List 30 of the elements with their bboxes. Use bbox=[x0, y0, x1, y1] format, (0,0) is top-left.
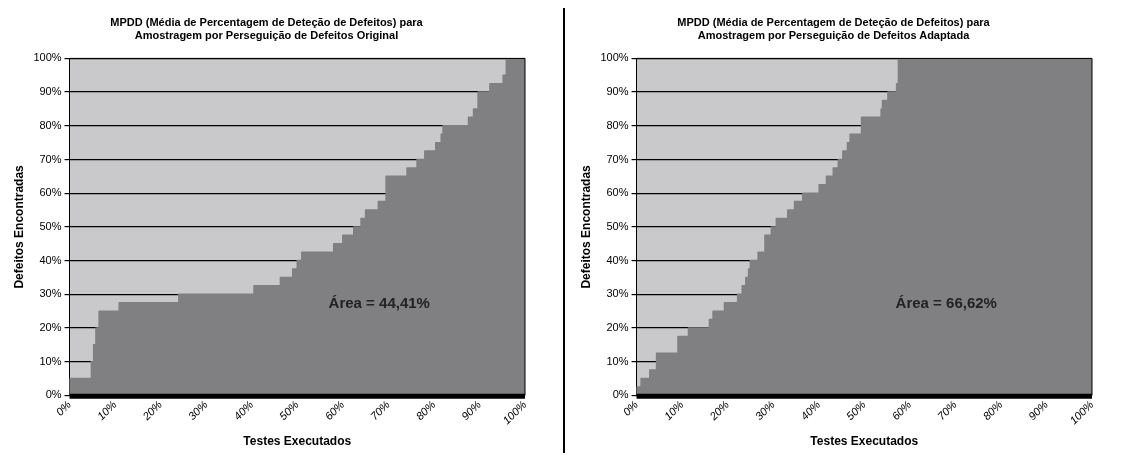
x-axis-title: Testes Executados bbox=[243, 434, 352, 449]
y-tick-label: 70% bbox=[606, 152, 629, 165]
y-tick-label: 100% bbox=[600, 51, 629, 64]
y-tick-label: 40% bbox=[39, 253, 62, 266]
y-tick-label: 70% bbox=[39, 152, 62, 165]
annotation: Área = 66,62% bbox=[895, 293, 997, 311]
y-tick-label: 50% bbox=[39, 219, 62, 232]
y-tick-label: 20% bbox=[606, 321, 629, 334]
x-axis-title: Testes Executados bbox=[810, 434, 919, 449]
chart-title: MPDD (Média de Percentagem de Deteção de Defeitos) para Amostragem por Perseguição de Defeitos Adaptada bbox=[677, 15, 991, 41]
chart-title: MPDD (Média de Percentagem de Deteção de Defeitos) para Amostragem por Perseguição de Defeitos Original bbox=[110, 15, 424, 41]
y-tick-label: 30% bbox=[39, 287, 62, 300]
y-tick-label: 80% bbox=[606, 118, 629, 131]
y-tick-label: 0% bbox=[45, 388, 62, 401]
y-tick-label: 0% bbox=[612, 388, 629, 401]
y-tick-label: 50% bbox=[606, 219, 629, 232]
y-tick-label: 90% bbox=[39, 85, 62, 98]
y-tick-label: 20% bbox=[39, 321, 62, 334]
y-tick-label: 100% bbox=[33, 51, 62, 64]
y-axis-title: Defeitos Encontradas bbox=[11, 164, 26, 289]
y-tick-label: 90% bbox=[606, 85, 629, 98]
y-axis-title: Defeitos Encontradas bbox=[578, 164, 593, 289]
y-tick-label: 60% bbox=[606, 186, 629, 199]
y-tick-label: 40% bbox=[606, 253, 629, 266]
y-tick-label: 30% bbox=[606, 287, 629, 300]
y-tick-label: 60% bbox=[39, 186, 62, 199]
y-tick-label: 10% bbox=[39, 354, 62, 367]
y-tick-label: 10% bbox=[606, 354, 629, 367]
y-tick-label: 80% bbox=[39, 118, 62, 131]
annotation: Área = 44,41% bbox=[328, 293, 430, 311]
